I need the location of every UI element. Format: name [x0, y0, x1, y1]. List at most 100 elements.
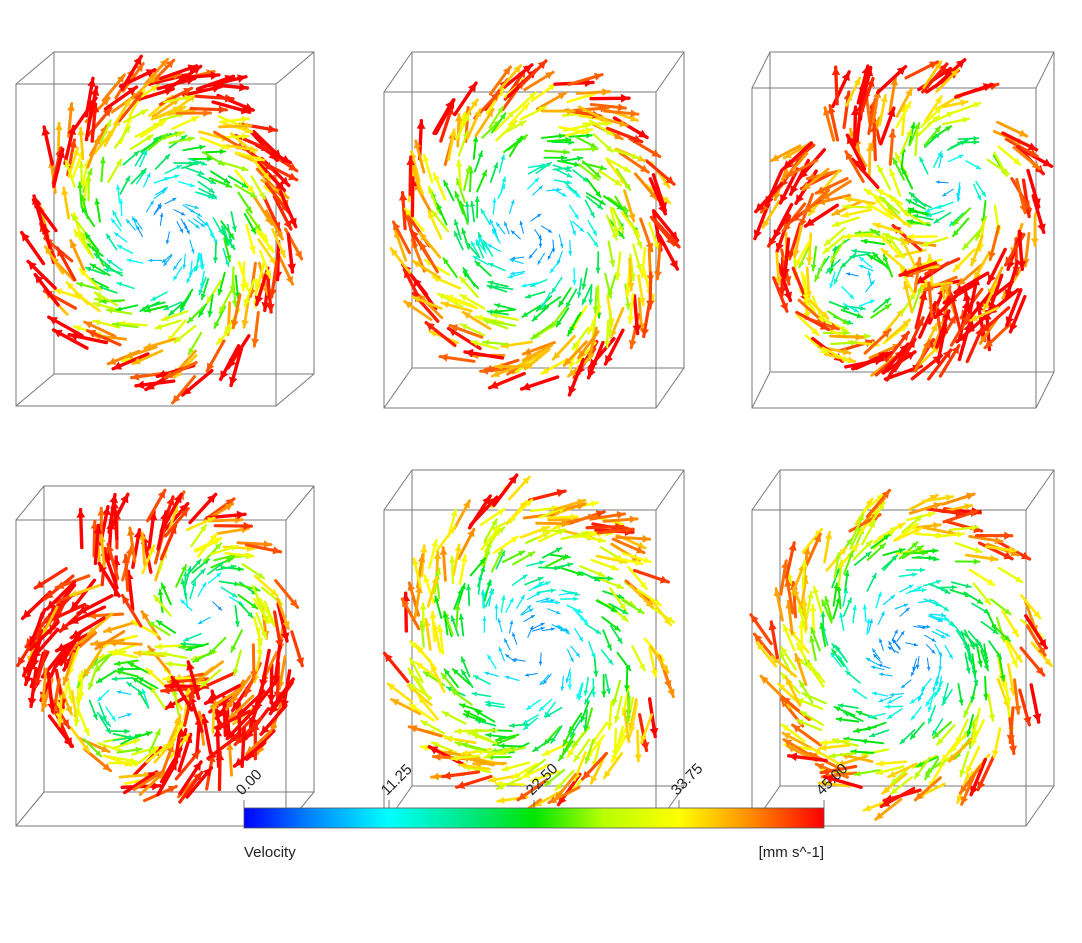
arrow-head [413, 296, 421, 303]
arrow-head [788, 542, 797, 551]
arrow-head [214, 543, 222, 550]
arrow-head [930, 323, 938, 332]
arrow-head [166, 496, 175, 506]
arrow-head [155, 323, 163, 330]
arrow-head [816, 186, 825, 194]
arrow-head [991, 750, 999, 758]
arrow-head [150, 85, 158, 93]
arrow-head [983, 597, 991, 605]
arrow-head [604, 341, 611, 348]
arrow-head [77, 182, 83, 189]
arrow-head [504, 222, 508, 226]
arrow-head [957, 531, 964, 538]
arrow-head [69, 332, 78, 341]
arrow-head [564, 553, 570, 560]
arrow-head [666, 236, 675, 245]
arrow-head [935, 602, 941, 607]
arrow-head [87, 78, 96, 88]
arrow-head [448, 556, 456, 563]
arrow-head [522, 476, 530, 485]
arrow-head [982, 296, 992, 306]
arrow-head [285, 276, 294, 285]
arrow-head [123, 126, 130, 134]
arrow-head [56, 718, 64, 726]
arrow-head [61, 719, 69, 728]
arrow-head [617, 593, 624, 599]
arrow-head [109, 494, 119, 504]
arrow-head [607, 575, 613, 582]
arrow-head [821, 767, 830, 776]
box-edge [285, 485, 315, 521]
arrow-head [194, 265, 200, 271]
arrow-head [964, 503, 972, 511]
velocity-arrows [19, 54, 304, 405]
arrow-head [460, 277, 467, 284]
arrow-head [878, 638, 883, 643]
arrow-head [189, 182, 195, 188]
arrow-head [294, 250, 302, 259]
arrow-head [474, 109, 481, 118]
arrow-head [624, 289, 632, 297]
arrow-head [470, 99, 478, 108]
arrow-head [783, 291, 793, 301]
arrow-head [782, 697, 791, 706]
arrow-head [905, 608, 910, 612]
arrow-head [211, 699, 220, 707]
arrow-head [973, 139, 979, 145]
arrow-head [174, 336, 182, 343]
arrow-head [163, 261, 168, 266]
arrow-head [907, 339, 916, 349]
arrow-head [592, 145, 598, 153]
arrow-head [573, 161, 580, 168]
arrow-head [966, 765, 973, 774]
arrow-head [983, 664, 989, 671]
arrow-head [785, 677, 793, 686]
arrow-head [882, 254, 889, 262]
arrow-head [842, 348, 851, 356]
arrow-head [879, 672, 884, 677]
arrow-head [106, 544, 115, 553]
arrow-head [900, 631, 905, 636]
arrow-head [1032, 713, 1042, 723]
arrow-head [951, 584, 957, 590]
arrow-head [140, 306, 146, 312]
box-edge [383, 469, 413, 511]
arrow-head [225, 182, 232, 188]
arrow-head [919, 157, 925, 163]
arrow-head [172, 677, 181, 687]
arrow-head [487, 655, 492, 660]
arrow-head [934, 133, 941, 139]
arrow-head [892, 639, 896, 643]
arrow-head [780, 193, 788, 204]
arrow-head [450, 616, 456, 622]
arrow-head [942, 192, 947, 197]
arrow-head [165, 700, 176, 709]
arrow-head [590, 500, 598, 508]
arrow-head [102, 506, 111, 516]
arrow-head [482, 616, 487, 621]
arrow-head [762, 219, 770, 228]
arrow-head [519, 358, 528, 366]
arrow-head [280, 699, 289, 709]
arrow-head [888, 130, 897, 138]
arrow-head [251, 338, 260, 347]
arrow-head [597, 570, 605, 577]
arrow-head [576, 570, 583, 577]
arrow-head [623, 685, 630, 691]
arrow-head [64, 737, 73, 747]
arrow-head [442, 771, 451, 780]
arrow-head [493, 284, 499, 290]
box-edge [655, 367, 685, 409]
arrow-head [909, 192, 916, 198]
arrow-head [486, 732, 492, 739]
arrow-head [800, 711, 808, 718]
arrow-head [1004, 608, 1011, 615]
arrow-head [215, 720, 225, 729]
arrow-head [54, 288, 63, 296]
arrow-head [142, 611, 150, 620]
arrow-head [180, 135, 187, 141]
arrow-head [640, 328, 650, 337]
arrow-head [921, 240, 929, 247]
arrow-head [866, 619, 871, 624]
arrow-head [555, 547, 562, 553]
